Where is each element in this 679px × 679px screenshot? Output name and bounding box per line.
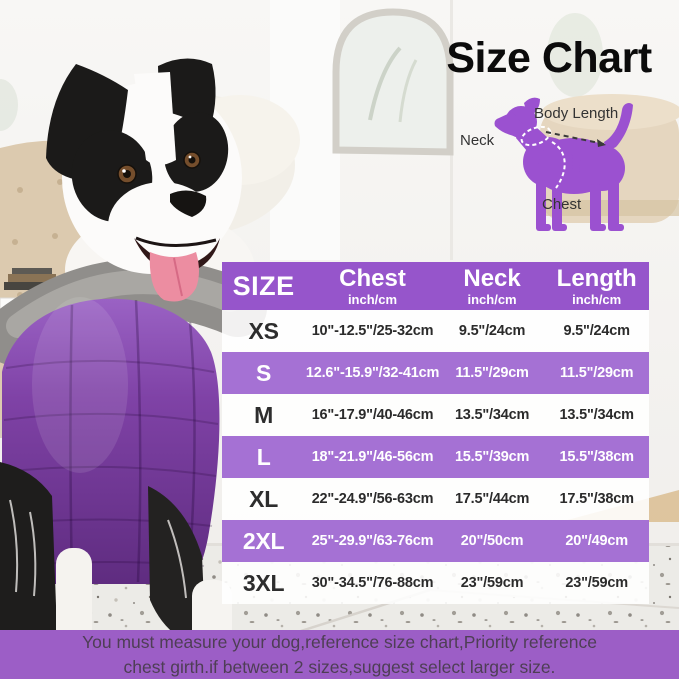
dog-nose <box>170 190 207 217</box>
page-title: Size Chart <box>446 34 652 82</box>
arrowhead-icon <box>597 139 606 147</box>
tail <box>604 102 633 152</box>
row-value: 25"-29.9"/63-76cm <box>311 533 434 549</box>
row-size-label: 3XL <box>242 569 285 596</box>
table-row-xl: XL 22"-24.9"/56-63cm 17.5"/44cm 17.5"/38cm <box>222 478 649 520</box>
column-label: SIZE <box>232 270 295 301</box>
muzzle <box>494 112 523 136</box>
table-row-2xl: 2XL 25"-29.9"/63-76cm 20"/50cm 20"/49cm <box>222 520 649 562</box>
row-value: 16"-17.9"/40-46cm <box>311 407 434 423</box>
table-row-s: S 12.6"-15.9"/32-41cm 11.5"/29cm 11.5"/29cm <box>222 352 649 394</box>
row-value: 11.5"/29cm <box>455 365 529 381</box>
row-size-label: L <box>256 443 271 470</box>
row-value: 9.5"/24cm <box>563 323 630 339</box>
note-line-2: chest girth.if between 2 sizes,suggest s… <box>123 656 556 677</box>
neck-measure-line <box>520 125 552 147</box>
row-value: 23"/59cm <box>565 575 628 591</box>
row-value: 13.5"/34cm <box>454 407 530 423</box>
body-length-measure-line <box>545 131 605 145</box>
row-value: 11.5"/29cm <box>559 365 634 381</box>
dog-tongue <box>149 252 199 302</box>
row-value: 10"-12.5"/25-32cm <box>311 323 434 339</box>
diagram-neck-label: Neck <box>460 132 495 149</box>
table-row-m: M 16"-17.9"/40-46cm 13.5"/34cm 13.5"/34cm <box>222 394 649 436</box>
table-row-l: L 18"-21.9"/46-56cm 15.5"/39cm 15.5"/38cm <box>222 436 649 478</box>
diagram-chest-label: Chest <box>542 196 582 213</box>
column-label: Neck <box>463 264 521 292</box>
table-row-3xl: 3XL 30"-34.5"/76-88cm 23"/59cm 23"/59cm <box>222 562 649 604</box>
row-value: 17.5"/44cm <box>454 491 530 507</box>
dog-silhouette-diagram <box>494 97 633 231</box>
column-header-length: Length inch/cm <box>544 262 649 310</box>
size-table-header: SIZE Chest inch/cm Neck inch/cm Length i… <box>222 262 649 310</box>
size-table: SIZE Chest inch/cm Neck inch/cm Length i… <box>222 262 649 604</box>
size-table-body: XS 10"-12.5"/25-32cm 9.5"/24cm 9.5"/24cm S 12… <box>222 310 649 604</box>
dog-blaze <box>134 72 176 165</box>
column-label: Length <box>556 264 637 292</box>
note-banner: You must measure your dog,reference size… <box>0 630 679 679</box>
row-size-label: M <box>254 401 274 428</box>
row-value: 18"-21.9"/46-56cm <box>311 449 434 465</box>
row-size-label: XL <box>249 485 279 512</box>
row-size-label: S <box>256 359 272 386</box>
row-value: 12.6"-15.9"/32-41cm <box>305 365 440 381</box>
column-unit-label: inch/cm <box>467 291 517 307</box>
row-value: 20"/50cm <box>460 533 524 549</box>
ear <box>524 97 540 115</box>
row-value: 30"-34.5"/76-88cm <box>311 575 434 591</box>
row-size-label: XS <box>248 317 279 344</box>
dog-silhouette <box>494 97 633 231</box>
dog-side-fur-right <box>148 486 206 646</box>
column-header-neck: Neck inch/cm <box>440 262 545 310</box>
measurement-diagram: Neck Body Length Chest <box>440 86 679 248</box>
dog-photo <box>0 58 267 666</box>
plant-reflection <box>547 13 603 97</box>
dog-side-fur-left <box>0 462 58 660</box>
arched-mirror <box>0 8 454 156</box>
dog-head <box>46 58 242 302</box>
chest-measure-line <box>551 141 566 189</box>
table-row-xs: XS 10"-12.5"/25-32cm 9.5"/24cm 9.5"/24cm <box>222 310 649 352</box>
column-header-chest: Chest inch/cm <box>305 262 440 310</box>
row-value: 9.5"/24cm <box>458 323 526 339</box>
note-line-1: You must measure your dog,reference size… <box>82 632 597 653</box>
row-value: 20"/49cm <box>565 533 628 549</box>
row-value: 22"-24.9"/56-63cm <box>311 491 434 507</box>
row-value: 23"/59cm <box>460 575 524 591</box>
row-value: 13.5"/34cm <box>559 407 634 423</box>
column-label: Chest <box>339 264 406 292</box>
fur-highlights <box>9 499 187 599</box>
diagram-body-length-label: Body Length <box>534 105 619 122</box>
row-size-label: 2XL <box>242 527 285 554</box>
row-value: 15.5"/39cm <box>454 449 530 465</box>
column-unit-label: inch/cm <box>347 291 398 307</box>
column-unit-label: inch/cm <box>572 291 622 307</box>
dog-eyes <box>117 151 201 184</box>
dog-collar-fur <box>0 258 267 365</box>
row-value: 15.5"/38cm <box>559 449 634 465</box>
column-header-size: SIZE <box>222 262 305 310</box>
row-value: 17.5"/38cm <box>559 491 634 507</box>
